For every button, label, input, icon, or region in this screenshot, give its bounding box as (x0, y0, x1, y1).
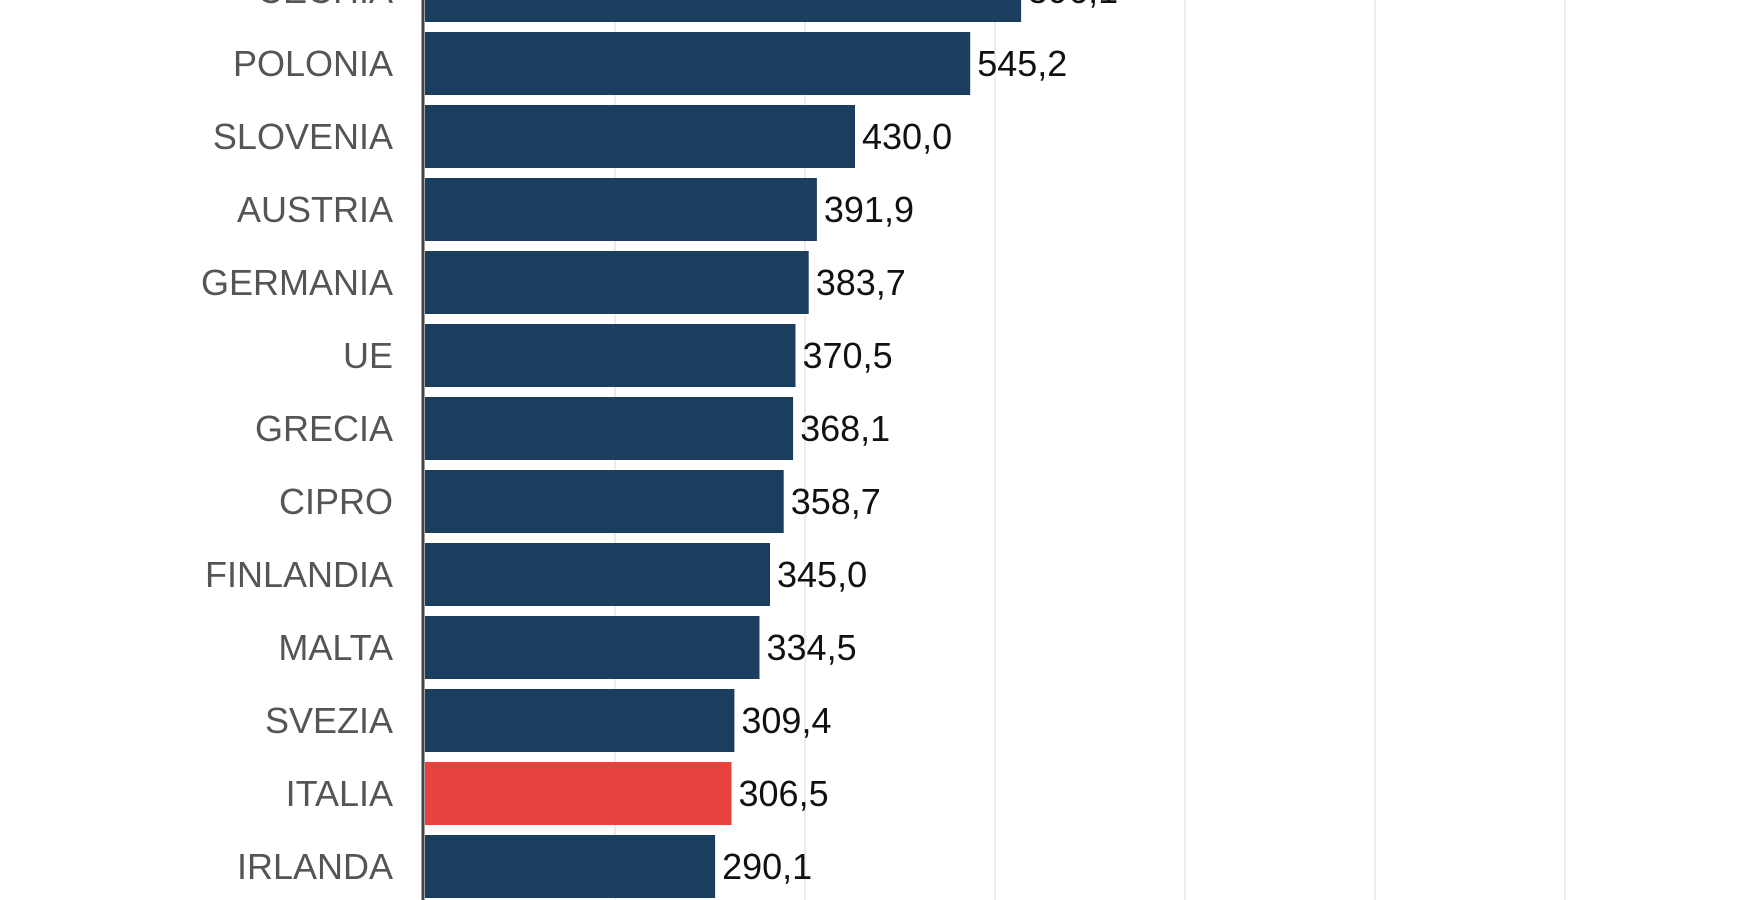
bar-svezia (425, 689, 735, 752)
bar-italia (425, 762, 732, 825)
value-label: 391,9 (824, 189, 914, 230)
category-label: ITALIA (286, 773, 393, 814)
bar-grecia (425, 397, 794, 460)
value-label: 306,5 (739, 773, 829, 814)
bar-cipro (425, 470, 784, 533)
category-label: FINLANDIA (205, 554, 393, 595)
value-label: 334,5 (767, 627, 857, 668)
category-label: UE (343, 335, 393, 376)
category-label: SVEZIA (265, 700, 393, 741)
value-label: 368,1 (800, 408, 890, 449)
category-label: CIPRO (279, 481, 393, 522)
bar-irlanda (425, 835, 716, 898)
bar-polonia (425, 32, 971, 95)
category-label: IRLANDA (237, 846, 393, 887)
value-label: 370,5 (803, 335, 893, 376)
category-label: MALTA (278, 627, 393, 668)
bar-malta (425, 616, 760, 679)
bar-germania (425, 251, 809, 314)
category-label: CECHIA (257, 0, 393, 11)
bar-finlandia (425, 543, 770, 606)
value-labels: 596,1 545,2 430,0 391,9 383,7 370,5 368,1 358,7… (722, 0, 1118, 887)
category-label: GRECIA (255, 408, 393, 449)
category-labels: CECHIA POLONIA SLOVENIA AUSTRIA GERMANIA UE GR… (201, 0, 393, 887)
value-label: 596,1 (1028, 0, 1118, 11)
bar-austria (425, 178, 817, 241)
bars (425, 0, 1022, 898)
category-label: SLOVENIA (213, 116, 393, 157)
category-label: AUSTRIA (237, 189, 393, 230)
bar-slovenia (425, 105, 855, 168)
value-label: 430,0 (862, 116, 952, 157)
value-label: 545,2 (977, 43, 1067, 84)
value-label: 345,0 (777, 554, 867, 595)
bar-ue (425, 324, 796, 387)
value-label: 383,7 (816, 262, 906, 303)
category-label: GERMANIA (201, 262, 393, 303)
bar-cechia (425, 0, 1022, 22)
category-label: POLONIA (233, 43, 393, 84)
value-label: 358,7 (791, 481, 881, 522)
value-label: 309,4 (741, 700, 831, 741)
value-label: 290,1 (722, 846, 812, 887)
